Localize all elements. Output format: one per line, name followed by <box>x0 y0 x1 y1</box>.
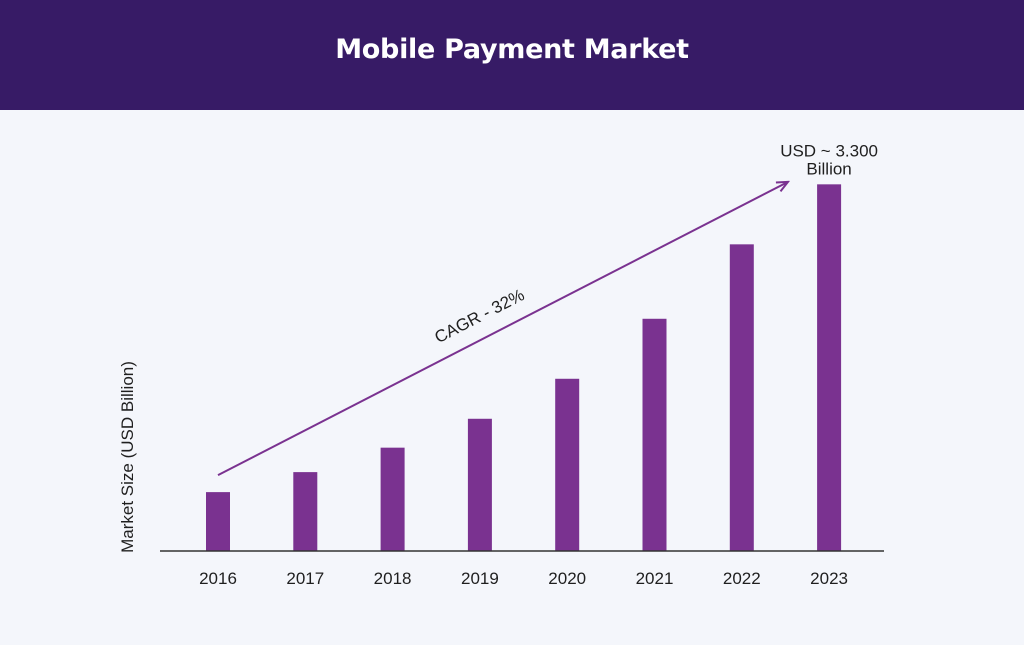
y-axis-label: Market Size (USD Billion) <box>118 361 137 553</box>
bar-2019 <box>467 418 492 551</box>
x-tick-label: 2018 <box>374 569 412 588</box>
chart-area: Market Size (USD Billion) 2016 2017 2018 20… <box>0 110 1024 645</box>
x-tick-label: 2021 <box>636 569 674 588</box>
x-tick-label: 2020 <box>548 569 586 588</box>
bar-2020 <box>555 378 580 551</box>
header-banner: Mobile Payment Market <box>0 0 1024 110</box>
bar-2016 <box>206 492 230 551</box>
bar-2022 <box>729 244 754 552</box>
cagr-label: CAGR - 32% <box>431 285 527 347</box>
bar-chart: Market Size (USD Billion) 2016 2017 2018 20… <box>118 141 884 588</box>
bar-2023 <box>817 184 842 551</box>
bar-2021 <box>642 318 667 551</box>
x-tick-labels: 2016 2017 2018 2019 2020 2021 2022 2023 <box>199 569 848 588</box>
x-tick-label: 2016 <box>199 569 237 588</box>
bars-group <box>206 184 842 552</box>
x-tick-label: 2019 <box>461 569 499 588</box>
bar-2018 <box>380 447 405 551</box>
end-value-label-line1: USD ~ 3.300 <box>780 141 878 160</box>
bar-2017 <box>293 472 318 551</box>
x-tick-label: 2023 <box>810 569 848 588</box>
x-tick-label: 2022 <box>723 569 761 588</box>
cagr-trend-arrow <box>217 182 787 477</box>
end-value-label-line2: Billion <box>806 159 851 178</box>
x-tick-label: 2017 <box>286 569 324 588</box>
page-title: Mobile Payment Market <box>335 34 689 65</box>
